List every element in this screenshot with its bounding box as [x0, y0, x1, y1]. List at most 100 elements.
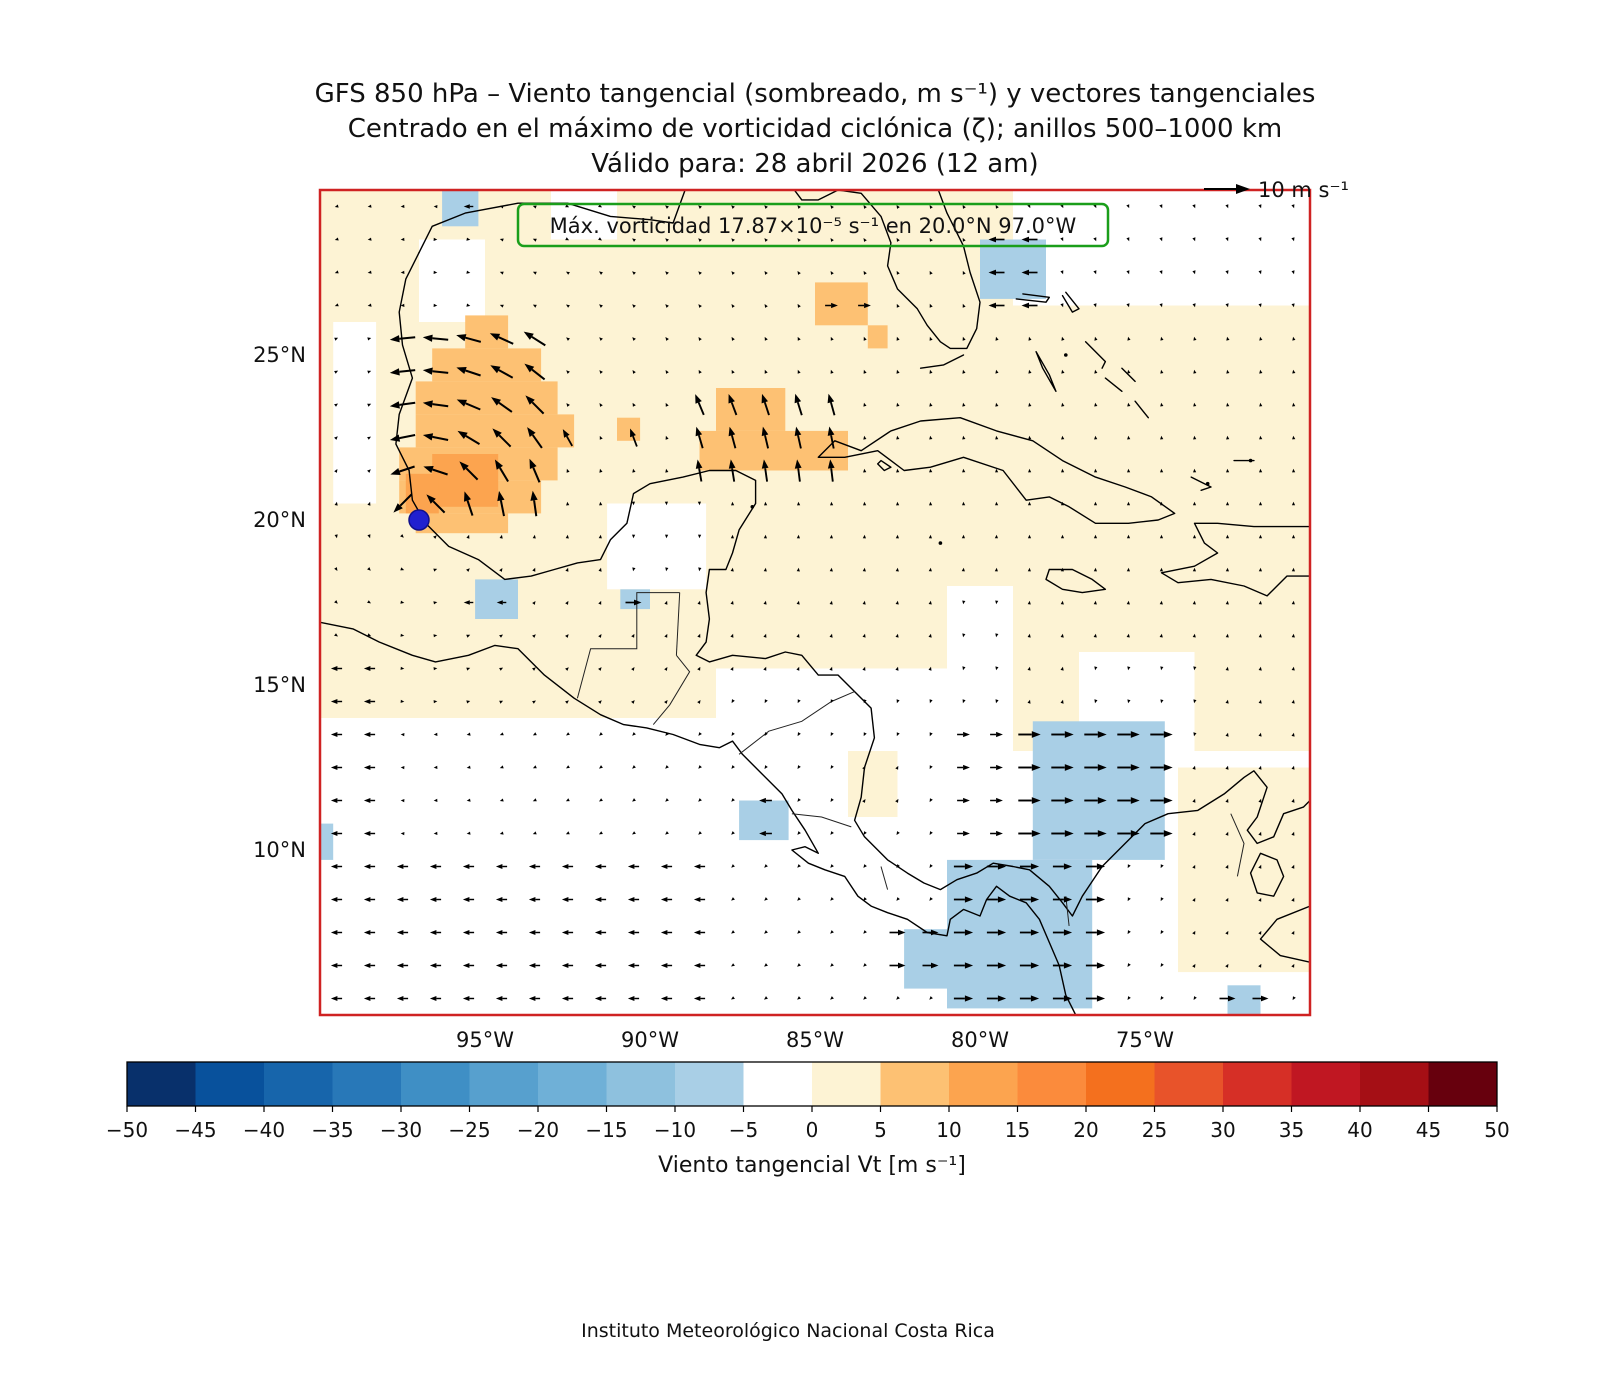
wind-arrow-shaft	[531, 434, 543, 449]
wind-arrow-small	[1193, 666, 1197, 671]
wind-arrow-small	[1225, 567, 1229, 572]
wind-arrow-small	[1060, 567, 1064, 572]
wind-arrow-head	[827, 393, 835, 404]
coastline	[395, 251, 1310, 917]
wind-arrow-small	[1192, 765, 1196, 770]
wind-arrow-head	[594, 864, 602, 869]
wind-arrow-small	[1160, 402, 1164, 407]
wind-arrow-small	[632, 831, 636, 835]
wind-arrow-small	[1193, 996, 1197, 1000]
wind-arrow-head	[1096, 962, 1106, 969]
wind-arrow-small	[1192, 798, 1196, 803]
country-border	[1230, 813, 1245, 877]
wind-arrow-small	[896, 336, 900, 341]
wind-arrow-shaft	[797, 468, 801, 482]
wind-arrow-head	[528, 963, 536, 968]
wind-arrow-small	[466, 634, 471, 638]
wind-arrow-small	[764, 304, 768, 308]
wind-arrow-small	[830, 963, 834, 967]
wind-arrow-small	[665, 765, 669, 769]
wind-arrow-head	[462, 930, 470, 935]
wind-arrow-small	[830, 765, 834, 769]
wind-arrow-small	[1127, 996, 1131, 1000]
wind-arrow-small	[665, 435, 669, 440]
wind-arrow-small	[367, 337, 372, 341]
wind-arrow-head	[561, 897, 569, 902]
wind-arrow-small	[566, 337, 570, 341]
wind-arrow-small	[896, 501, 900, 506]
wind-arrow-small	[499, 798, 504, 802]
colorbar-tick-label: 15	[1005, 1118, 1030, 1142]
wind-arrow-small	[599, 403, 603, 407]
wind-arrow-shaft	[432, 435, 449, 441]
wind-arrow-shaft	[399, 336, 416, 340]
wind-arrow-small	[863, 205, 867, 209]
wind-arrow-small	[1192, 831, 1196, 836]
colorbar-segment	[949, 1062, 1018, 1106]
wind-arrow-small	[466, 831, 471, 835]
wind-arrow-head	[1063, 995, 1073, 1002]
wind-arrow-small	[1028, 336, 1032, 341]
wind-arrow-small	[1225, 204, 1229, 209]
title-block: GFS 850 hPa – Viento tangencial (sombrea…	[315, 79, 1316, 179]
colorbar-segment	[332, 1062, 402, 1106]
wind-arrow-head	[1021, 236, 1029, 243]
axis-labels: 25°N 20°N 15°N 10°N 95°W 90°W 85°W 80°W 75°W	[253, 343, 1174, 1052]
wind-arrow-shaft	[797, 435, 802, 449]
wind-arrow-small	[1061, 369, 1065, 374]
wind-arrow-head	[827, 459, 835, 469]
wind-arrow-small	[334, 633, 338, 637]
shading-cell-blue	[947, 859, 1093, 1009]
wind-arrow-small	[1126, 501, 1131, 506]
colorbar-tick-label: −15	[585, 1118, 627, 1142]
wind-arrow-shaft	[764, 468, 769, 482]
wind-arrow-shaft	[730, 435, 737, 449]
wind-arrow-head	[988, 269, 996, 276]
wind-arrow-small	[631, 700, 635, 704]
colorbar-segment	[469, 1062, 539, 1106]
wind-arrow-head	[761, 393, 768, 404]
wind-arrow-small	[797, 699, 801, 704]
wind-arrow-head	[422, 367, 433, 375]
colorbar-tick-label: 35	[1279, 1118, 1304, 1142]
wind-arrow-head	[330, 897, 338, 902]
wind-arrow-small	[764, 963, 768, 967]
wind-arrow-small	[1291, 963, 1295, 968]
wind-arrow-head	[1030, 863, 1040, 870]
wind-arrow-small	[632, 534, 636, 539]
wind-arrow-small	[1028, 402, 1032, 407]
wind-arrow-head	[495, 996, 503, 1001]
wind-arrow-small	[863, 996, 867, 1000]
coastline	[1104, 377, 1123, 392]
wind-arrow-head	[494, 459, 503, 470]
wind-arrow-head	[831, 302, 838, 309]
wind-arrow-small	[1225, 600, 1229, 605]
lon-tick-label: 75°W	[1116, 1028, 1174, 1052]
wind-arrow-small	[929, 831, 933, 835]
wind-arrow-small	[367, 303, 372, 307]
lat-tick-label: 20°N	[253, 508, 306, 532]
wind-arrow-small	[499, 568, 503, 572]
wind-arrow-small	[1226, 369, 1230, 374]
wind-arrow-small	[532, 304, 537, 308]
wind-arrow-head	[1063, 929, 1073, 936]
wind-arrow-shaft	[399, 434, 416, 440]
wind-arrow-head	[389, 434, 401, 442]
wind-arrow-small	[1225, 666, 1229, 671]
wind-arrow-head	[898, 962, 906, 969]
wind-arrow-small	[400, 237, 405, 241]
wind-arrow-small	[566, 468, 570, 473]
wind-arrow-head	[530, 490, 538, 501]
wind-arrow-head	[561, 864, 569, 869]
wind-arrow-small	[962, 336, 966, 341]
wind-arrow-shaft	[399, 401, 416, 406]
wind-arrow-small	[896, 303, 900, 308]
colorbar-tick-label: 40	[1347, 1118, 1372, 1142]
wind-arrow-shaft	[498, 369, 514, 379]
wind-arrow-small	[1159, 204, 1163, 209]
coastline-layer	[320, 190, 1310, 1015]
wind-arrow-small	[334, 204, 339, 208]
wind-arrow-head	[528, 864, 536, 869]
colorbar-tick-label: 45	[1416, 1118, 1441, 1142]
